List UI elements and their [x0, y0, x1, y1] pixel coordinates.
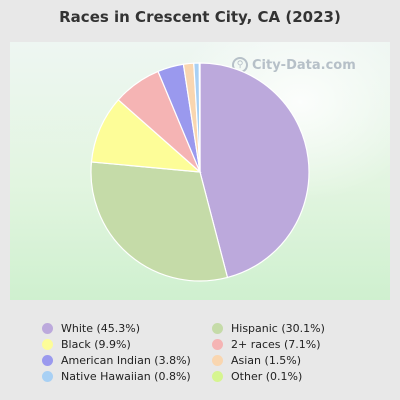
- legend-item: Native Hawaiian (0.8%): [42, 369, 212, 384]
- legend-item: Asian (1.5%): [212, 353, 372, 368]
- legend-label: Asian (1.5%): [231, 354, 302, 367]
- legend-item: Hispanic (30.1%): [212, 321, 372, 336]
- legend-swatch: [42, 355, 53, 366]
- legend-swatch: [42, 323, 53, 334]
- legend-swatch: [212, 323, 223, 334]
- pie-slice-7: [198, 62, 201, 173]
- legend-item: American Indian (3.8%): [42, 353, 212, 368]
- legend-item: Other (0.1%): [212, 369, 372, 384]
- legend-label: White (45.3%): [61, 322, 141, 335]
- legend-item: White (45.3%): [42, 321, 212, 336]
- legend-label: 2+ races (7.1%): [231, 338, 321, 351]
- legend-item: 2+ races (7.1%): [212, 337, 372, 352]
- legend-swatch: [212, 355, 223, 366]
- watermark-text: City-Data.com: [252, 57, 356, 73]
- legend-label: American Indian (3.8%): [61, 354, 191, 367]
- legend-swatch: [212, 371, 223, 382]
- chart-title: Races in Crescent City, CA (2023): [59, 8, 341, 26]
- legend: White (45.3%) Hispanic (30.1%) Black (9.9%…: [42, 321, 372, 384]
- legend-label: Black (9.9%): [61, 338, 131, 351]
- legend-item: Black (9.9%): [42, 337, 212, 352]
- pie-slice-1: [90, 161, 229, 282]
- legend-label: Native Hawaiian (0.8%): [61, 370, 191, 383]
- legend-label: Other (0.1%): [231, 370, 303, 383]
- legend-swatch: [212, 339, 223, 350]
- legend-swatch: [42, 371, 53, 382]
- legend-swatch: [42, 339, 53, 350]
- legend-label: Hispanic (30.1%): [231, 322, 325, 335]
- pie-slice-0: [199, 62, 310, 279]
